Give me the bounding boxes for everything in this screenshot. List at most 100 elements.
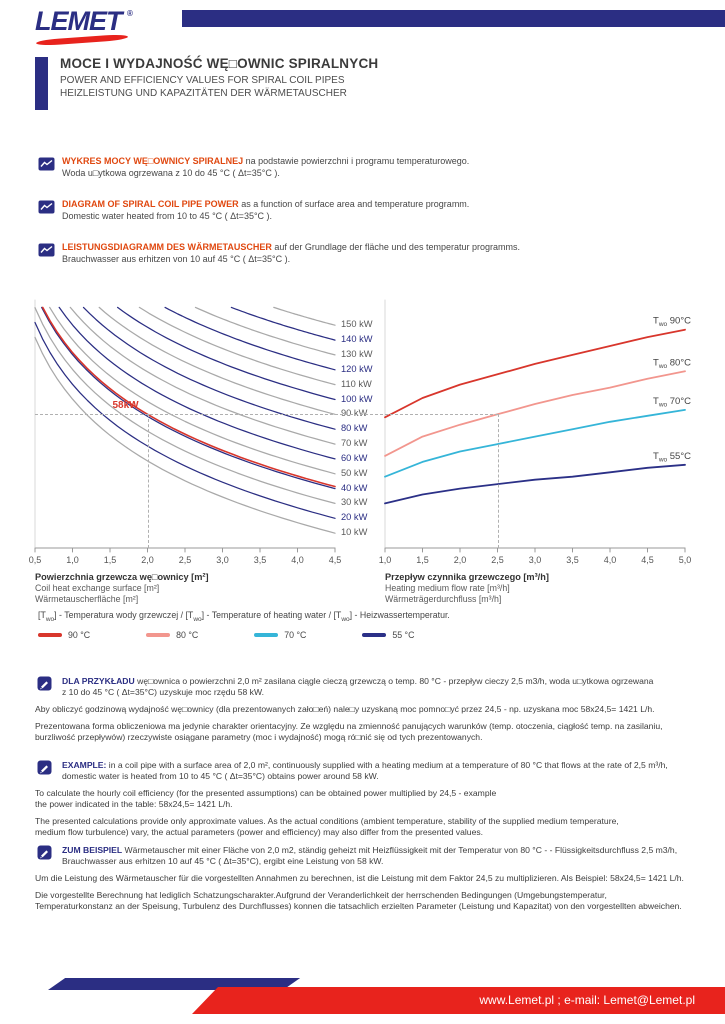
legend-swatch — [146, 632, 171, 637]
legend-swatch — [362, 632, 387, 637]
example-block-de: ZUM BEISPIEL Wärmetauscher mit einer Flä… — [35, 845, 720, 918]
surface-power-chart: 0,5 1,0 1,5 2,0 2,5 3,0 3,5 4,0 4,5 — [29, 299, 341, 565]
helper-line-surface — [147, 414, 149, 548]
axis-tick-label: 3,0 — [216, 555, 229, 565]
power-curve — [138, 306, 336, 386]
intro-text: na podstawie powierzchni i programu temp… — [243, 156, 470, 166]
axis-tick-label: 3,5 — [254, 555, 267, 565]
example-lead: DLA PRZYKŁADU — [62, 676, 135, 686]
legend-item: 55 °C — [362, 630, 414, 640]
example-paragraph: Aby obliczyć godzinową wydajność wę□owni… — [35, 704, 655, 714]
example-lead: EXAMPLE: — [62, 760, 107, 770]
example-block-pl: DLA PRZYKŁADU wę□ownica o powierzchni 2,… — [35, 676, 720, 749]
flow-power-series — [384, 370, 686, 457]
highlight-power-curve — [41, 306, 336, 488]
legend-item: 70 °C — [254, 630, 306, 640]
flow-power-series — [384, 463, 686, 505]
axis-tick-label: 3,5 — [566, 555, 579, 565]
power-axis-label: 130 kW — [341, 348, 373, 359]
power-axis-label: 90 kW — [341, 408, 368, 419]
power-curve — [34, 336, 336, 534]
axis-tick-label: 1,5 — [416, 555, 429, 565]
legend-items: 90 °C 80 °C 70 °C 55 °C — [38, 630, 450, 640]
page-title: MOCE I WYDAJNOŚĆ WĘ□OWNIC SPIRALNYCH — [60, 56, 379, 71]
power-curve — [194, 306, 336, 356]
highlight-power-label: 58kW — [112, 400, 139, 412]
pencil-icon — [37, 845, 52, 860]
right-axis-caption-pl: Przepływ czynnika grzewczego [m³/h] — [385, 572, 549, 582]
power-axis-labels: 150 kW 140 kW 130 kW 120 kW 110 kW 100 kW 90 k… — [341, 298, 383, 558]
right-axis-caption-en: Heating medium flow rate [m³/h] — [385, 582, 510, 593]
axis-tick-label: 1,5 — [104, 555, 117, 565]
axis-tick-label: 2,0 — [454, 555, 467, 565]
example-paragraph: in a coil pipe with a surface area of 2,… — [62, 760, 668, 781]
flow-power-chart: 1,0 1,5 2,0 2,5 3,0 3,5 4,0 4,5 5,0 Two 90°C Two 8… — [379, 299, 691, 565]
header-bar — [182, 10, 725, 27]
legend-intro: [Two] - Temperatura wody grzewczej / [Tw… — [38, 610, 450, 623]
axis-tick-label: 4,0 — [291, 555, 304, 565]
power-axis-label: 10 kW — [341, 527, 368, 538]
power-axis-label: 70 kW — [341, 438, 368, 449]
right-axis-caption-de: Wärmeträgerdurchfluss [m³/h] — [385, 593, 502, 604]
power-axis-label: 30 kW — [341, 497, 368, 508]
intro-line2: Domestic water heated from 10 to 45 °C (… — [62, 210, 273, 221]
chart-icon — [38, 157, 55, 171]
axis-tick-label: 2,5 — [491, 555, 504, 565]
example-paragraph: Prezentowana forma obliczeniowa ma jedyn… — [35, 721, 663, 742]
legend-label: 70 °C — [284, 629, 307, 640]
example-paragraph: Um die Leistung des Wärmetauscher für di… — [35, 873, 684, 883]
example-paragraph: To calculate the hourly coil efficiency … — [35, 788, 497, 809]
intro-heading: WYKRES MOCY WĘ□OWNICY SPIRALNEJ — [62, 156, 244, 166]
example-paragraph: The presented calculations provide only … — [35, 816, 619, 837]
example-paragraph: Wärmetauscher mit einer Fläche von 2,0 m… — [62, 845, 678, 866]
legend-swatch — [254, 632, 279, 637]
power-axis-label: 100 kW — [341, 393, 373, 404]
series-temp-label: Two 70°C — [653, 396, 691, 409]
legend-item: 90 °C — [38, 630, 90, 640]
power-axis-label: 40 kW — [341, 482, 368, 493]
power-curve — [273, 306, 336, 326]
chart-icon — [38, 243, 55, 257]
axis-tick-label: 2,5 — [179, 555, 192, 565]
power-axis-label: 20 kW — [341, 512, 368, 523]
power-curve — [34, 321, 336, 519]
axis-tick-label: 1,0 — [379, 555, 392, 565]
power-curve — [116, 306, 336, 401]
left-axis-caption-de: Wärmetauscherfläche [m²] — [35, 593, 139, 604]
legend-label: 55 °C — [392, 629, 415, 640]
intro-line2: Brauchwasser aus erhitzen von 10 auf 45 … — [62, 253, 291, 264]
example-block-en: EXAMPLE: in a coil pipe with a surface a… — [35, 760, 720, 844]
intro-text: as a function of surface area and temper… — [238, 199, 470, 209]
registered-mark: ® — [127, 9, 133, 18]
lemet-logo: LEMET ® — [35, 6, 145, 50]
power-curve — [49, 306, 336, 475]
example-paragraph: Die vorgestellte Berechnung hat lediglic… — [35, 890, 682, 911]
axis-tick-label: 0,5 — [29, 555, 42, 565]
axis-tick-label: 4,5 — [329, 555, 342, 565]
power-curve — [98, 306, 336, 415]
title-accent-bar — [35, 57, 48, 110]
intro-row-en: DIAGRAM OF SPIRAL COIL PIPE POWER as a f… — [38, 199, 693, 222]
helper-line-flow — [497, 414, 499, 548]
series-temp-label: Two 80°C — [653, 357, 691, 370]
left-axis-caption-en: Coil heat exchange surface [m²] — [35, 582, 160, 593]
intro-heading: DIAGRAM OF SPIRAL COIL PIPE POWER — [62, 199, 239, 209]
power-curve — [34, 307, 336, 505]
left-axis-caption: Powierzchnia grzewcza wę□ownicy [m²] Coi… — [35, 572, 209, 604]
chart-legend: [Two] - Temperatura wody grzewczej / [Tw… — [38, 610, 450, 640]
power-curve — [41, 306, 336, 490]
intro-row-pl: WYKRES MOCY WĘ□OWNICY SPIRALNEJ na podst… — [38, 156, 693, 179]
page-subtitle-en: POWER AND EFFICIENCY VALUES FOR SPIRAL C… — [60, 75, 345, 86]
legend-item: 80 °C — [146, 630, 198, 640]
flow-power-series — [384, 328, 686, 419]
power-axis-label: 120 kW — [341, 363, 373, 374]
series-temp-label: Two 55°C — [653, 451, 691, 464]
chart-icon — [38, 200, 55, 214]
legend-swatch — [38, 632, 62, 637]
series-temp-label: Two 90°C — [653, 316, 691, 329]
logo-text: LEMET — [35, 6, 122, 36]
intro-row-de: LEISTUNGSDIAGRAMM DES WÄRMETAUSCHER auf … — [38, 242, 693, 265]
helper-line-horizontal — [35, 414, 498, 416]
intro-heading: LEISTUNGSDIAGRAMM DES WÄRMETAUSCHER — [62, 242, 272, 252]
